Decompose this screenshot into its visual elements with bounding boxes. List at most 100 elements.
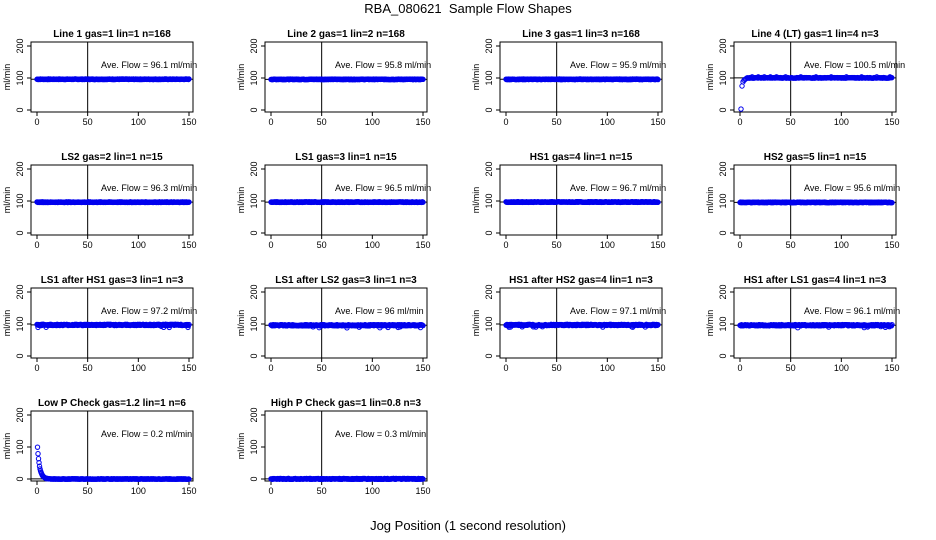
- x-tick-label: 150: [181, 240, 196, 250]
- panel-title: HS1 after LS1 gas=4 lin=1 n=3: [744, 275, 887, 286]
- x-tick-label: 100: [600, 240, 615, 250]
- y-tick-label: 100: [249, 70, 259, 85]
- x-tick-label: 100: [131, 486, 146, 496]
- data-points: [503, 199, 661, 206]
- y-axis-label: ml/min: [236, 433, 246, 460]
- data-point: [186, 76, 192, 82]
- data-points: [738, 74, 895, 112]
- y-tick-label: 0: [718, 107, 728, 112]
- y-tick-label: 100: [15, 70, 25, 85]
- plot-frame: [499, 41, 663, 113]
- y-tick-label: 100: [718, 316, 728, 331]
- data-points: [268, 475, 426, 483]
- y-tick-label: 0: [484, 230, 494, 235]
- panel-5: LS2 gas=2 lin=1 n=15 0 50 100 150 0 100 200 ml/m…: [2, 152, 197, 250]
- data-points: [34, 76, 192, 83]
- y-tick-label: 0: [15, 476, 25, 481]
- y-tick-label: 200: [15, 38, 25, 53]
- x-axis-title: Jog Position (1 second resolution): [370, 518, 566, 533]
- x-tick-label: 150: [650, 117, 665, 127]
- average-flow-note: Ave. Flow = 100.5 ml/min: [804, 60, 905, 70]
- average-flow-note: Ave. Flow = 97.2 ml/min: [101, 306, 197, 316]
- y-tick-label: 100: [484, 316, 494, 331]
- y-tick-label: 0: [718, 353, 728, 358]
- data-point: [858, 74, 865, 80]
- data-point: [798, 74, 804, 80]
- y-tick-label: 100: [484, 193, 494, 208]
- data-point: [813, 74, 819, 80]
- y-axis-label: ml/min: [471, 187, 481, 214]
- panel-title: LS2 gas=2 lin=1 n=15: [61, 152, 163, 163]
- data-point: [35, 451, 41, 457]
- x-tick-label: 150: [181, 363, 196, 373]
- x-tick-label: 0: [268, 240, 273, 250]
- y-tick-label: 100: [15, 316, 25, 331]
- panel-1: Line 1 gas=1 lin=1 n=168 0 50 100 150 0 100 200…: [2, 29, 197, 127]
- panel-9: LS1 after HS1 gas=3 lin=1 n=3 0 50 100 150 0 1…: [2, 275, 197, 373]
- panel-2: Line 2 gas=1 lin=2 n=168 0 50 100 150 0 100 200…: [236, 29, 431, 127]
- y-tick-label: 200: [15, 284, 25, 299]
- data-point: [828, 74, 834, 80]
- x-tick-label: 0: [34, 117, 39, 127]
- x-tick-label: 50: [83, 240, 93, 250]
- y-tick-label: 100: [249, 439, 259, 454]
- plot-frame: [264, 164, 428, 236]
- x-tick-label: 150: [884, 363, 899, 373]
- x-tick-label: 150: [650, 240, 665, 250]
- y-tick-label: 200: [484, 284, 494, 299]
- panel-title: HS1 gas=4 lin=1 n=15: [530, 152, 633, 163]
- panel-title: Line 4 (LT) gas=1 lin=4 n=3: [751, 29, 879, 40]
- panel-6: LS1 gas=3 lin=1 n=15 0 50 100 150 0 100 200 ml/m…: [236, 152, 431, 250]
- y-tick-label: 0: [15, 353, 25, 358]
- plot-frame: [30, 410, 194, 482]
- y-tick-label: 200: [484, 161, 494, 176]
- y-axis-label: ml/min: [2, 64, 12, 91]
- average-flow-note: Ave. Flow = 0.3 ml/min: [335, 429, 426, 439]
- average-flow-note: Ave. Flow = 96.5 ml/min: [335, 183, 431, 193]
- y-tick-label: 100: [15, 193, 25, 208]
- data-point: [420, 76, 426, 83]
- average-flow-note: Ave. Flow = 96.1 ml/min: [101, 60, 197, 70]
- panel-3: Line 3 gas=1 lin=3 n=168 0 50 100 150 0 100 200…: [471, 29, 666, 127]
- x-tick-label: 0: [34, 240, 39, 250]
- panel-title: LS1 after LS2 gas=3 lin=1 n=3: [275, 275, 417, 286]
- x-tick-label: 150: [415, 117, 430, 127]
- data-points: [268, 321, 426, 331]
- plot-frame: [264, 41, 428, 113]
- data-point: [186, 199, 192, 205]
- panel-14: High P Check gas=1 lin=0.8 n=3 0 50 100 150 0…: [236, 398, 431, 496]
- x-tick-label: 50: [317, 363, 327, 373]
- data-points: [268, 76, 426, 83]
- data-points: [34, 321, 192, 331]
- panel-title: HS1 after HS2 gas=4 lin=1 n=3: [509, 275, 653, 286]
- x-tick-label: 50: [83, 486, 93, 496]
- panel-title: LS1 gas=3 lin=1 n=15: [295, 152, 397, 163]
- plot-frame: [733, 41, 897, 113]
- y-axis-label: ml/min: [2, 433, 12, 460]
- y-tick-label: 100: [718, 70, 728, 85]
- x-tick-label: 50: [317, 117, 327, 127]
- panel-12: HS1 after LS1 gas=4 lin=1 n=3 0 50 100 150 0 1…: [705, 275, 900, 373]
- average-flow-note: Ave. Flow = 96.7 ml/min: [570, 183, 666, 193]
- y-tick-label: 200: [15, 407, 25, 422]
- x-tick-label: 50: [552, 117, 562, 127]
- x-tick-label: 150: [415, 240, 430, 250]
- x-tick-label: 100: [131, 363, 146, 373]
- y-axis-label: ml/min: [705, 310, 715, 337]
- x-tick-label: 100: [834, 363, 849, 373]
- x-tick-label: 100: [365, 117, 380, 127]
- plot-frame: [264, 410, 428, 482]
- data-point: [773, 74, 780, 80]
- data-point: [34, 444, 41, 450]
- x-tick-label: 0: [34, 363, 39, 373]
- plot-frame: [30, 164, 194, 236]
- y-tick-label: 0: [249, 107, 259, 112]
- x-tick-label: 0: [503, 240, 508, 250]
- x-tick-label: 150: [884, 117, 899, 127]
- x-tick-label: 100: [131, 240, 146, 250]
- panel-7: HS1 gas=4 lin=1 n=15 0 50 100 150 0 100 200 ml/m…: [471, 152, 666, 250]
- y-tick-label: 200: [249, 284, 259, 299]
- y-tick-label: 200: [249, 161, 259, 176]
- panel-4: Line 4 (LT) gas=1 lin=4 n=3 0 50 100 150 0 100…: [705, 29, 905, 127]
